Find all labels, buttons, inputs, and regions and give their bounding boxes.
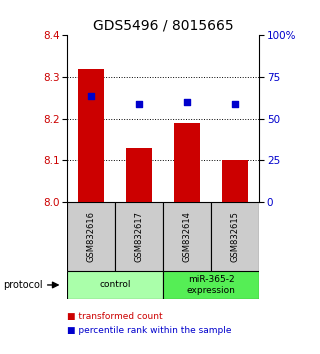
Bar <box>163 202 211 271</box>
Text: ■ transformed count: ■ transformed count <box>67 312 163 321</box>
Bar <box>78 69 104 202</box>
Bar <box>163 271 259 299</box>
Text: ■ percentile rank within the sample: ■ percentile rank within the sample <box>67 326 232 336</box>
Title: GDS5496 / 8015665: GDS5496 / 8015665 <box>93 19 234 33</box>
Text: control: control <box>100 280 131 290</box>
Bar <box>174 123 200 202</box>
Point <box>233 101 238 107</box>
Text: GSM832616: GSM832616 <box>87 211 96 262</box>
Point <box>89 93 94 98</box>
Text: GSM832614: GSM832614 <box>183 211 192 262</box>
Point <box>185 99 190 105</box>
Bar <box>67 202 115 271</box>
Bar <box>126 148 152 202</box>
Text: GSM832615: GSM832615 <box>231 211 240 262</box>
Text: protocol: protocol <box>3 280 43 290</box>
Text: GSM832617: GSM832617 <box>135 211 144 262</box>
Bar <box>115 202 163 271</box>
Bar <box>222 160 248 202</box>
Bar <box>211 202 259 271</box>
Bar <box>67 271 163 299</box>
Text: miR-365-2
expression: miR-365-2 expression <box>187 275 236 295</box>
Point <box>137 101 142 107</box>
